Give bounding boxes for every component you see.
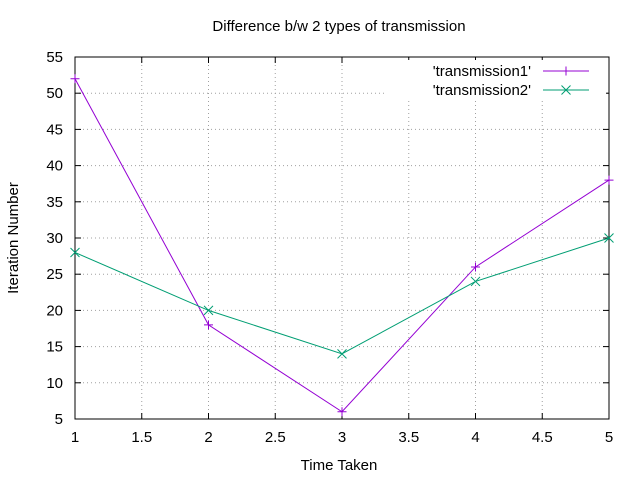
y-tick-label: 50 [46,85,63,102]
data-point [203,305,214,316]
y-tick-label: 30 [46,230,63,247]
y-tick-label: 40 [46,158,63,175]
x-tick-label: 4.5 [532,429,553,446]
data-point [70,247,80,258]
data-point [604,233,614,243]
x-tick-label: 1.5 [131,429,152,446]
y-tick-label: 55 [46,49,63,66]
y-tick-label: 10 [46,375,63,392]
data-point [471,262,480,272]
legend-label: 'transmission1' [433,63,531,80]
x-tick-label: 2.5 [265,429,286,446]
data-point [204,320,213,330]
y-tick-label: 25 [46,266,63,283]
data-point [337,407,347,417]
series-group [70,74,614,417]
legend-marker [561,85,571,95]
y-tick-label: 5 [55,411,63,428]
data-point [604,175,614,185]
legend-marker [561,66,571,76]
y-tick-label: 45 [46,121,63,138]
series-2 [70,233,614,359]
x-tick-label: 5 [605,429,613,446]
x-tick-label: 1 [71,429,79,446]
x-tick-label: 4 [471,429,479,446]
y-tick-label: 20 [46,302,63,319]
y-tick-label: 15 [46,339,63,356]
x-axis-title: Time Taken [301,457,378,474]
chart-title: Difference b/w 2 types of transmission [212,18,465,35]
y-tick-label: 35 [46,194,63,211]
x-tick-label: 3 [338,429,346,446]
data-point [337,348,347,359]
series-line [74,237,610,355]
legend: 'transmission1' 'transmission2' [384,60,606,100]
data-point [70,74,80,84]
y-axis-title: Iteration Number [5,182,22,294]
x-tick-label: 3.5 [398,429,419,446]
data-point [470,276,481,287]
series-1 [70,74,614,417]
grid [75,57,609,419]
legend-label: 'transmission2' [433,82,531,99]
x-tick-label: 2 [204,429,212,446]
